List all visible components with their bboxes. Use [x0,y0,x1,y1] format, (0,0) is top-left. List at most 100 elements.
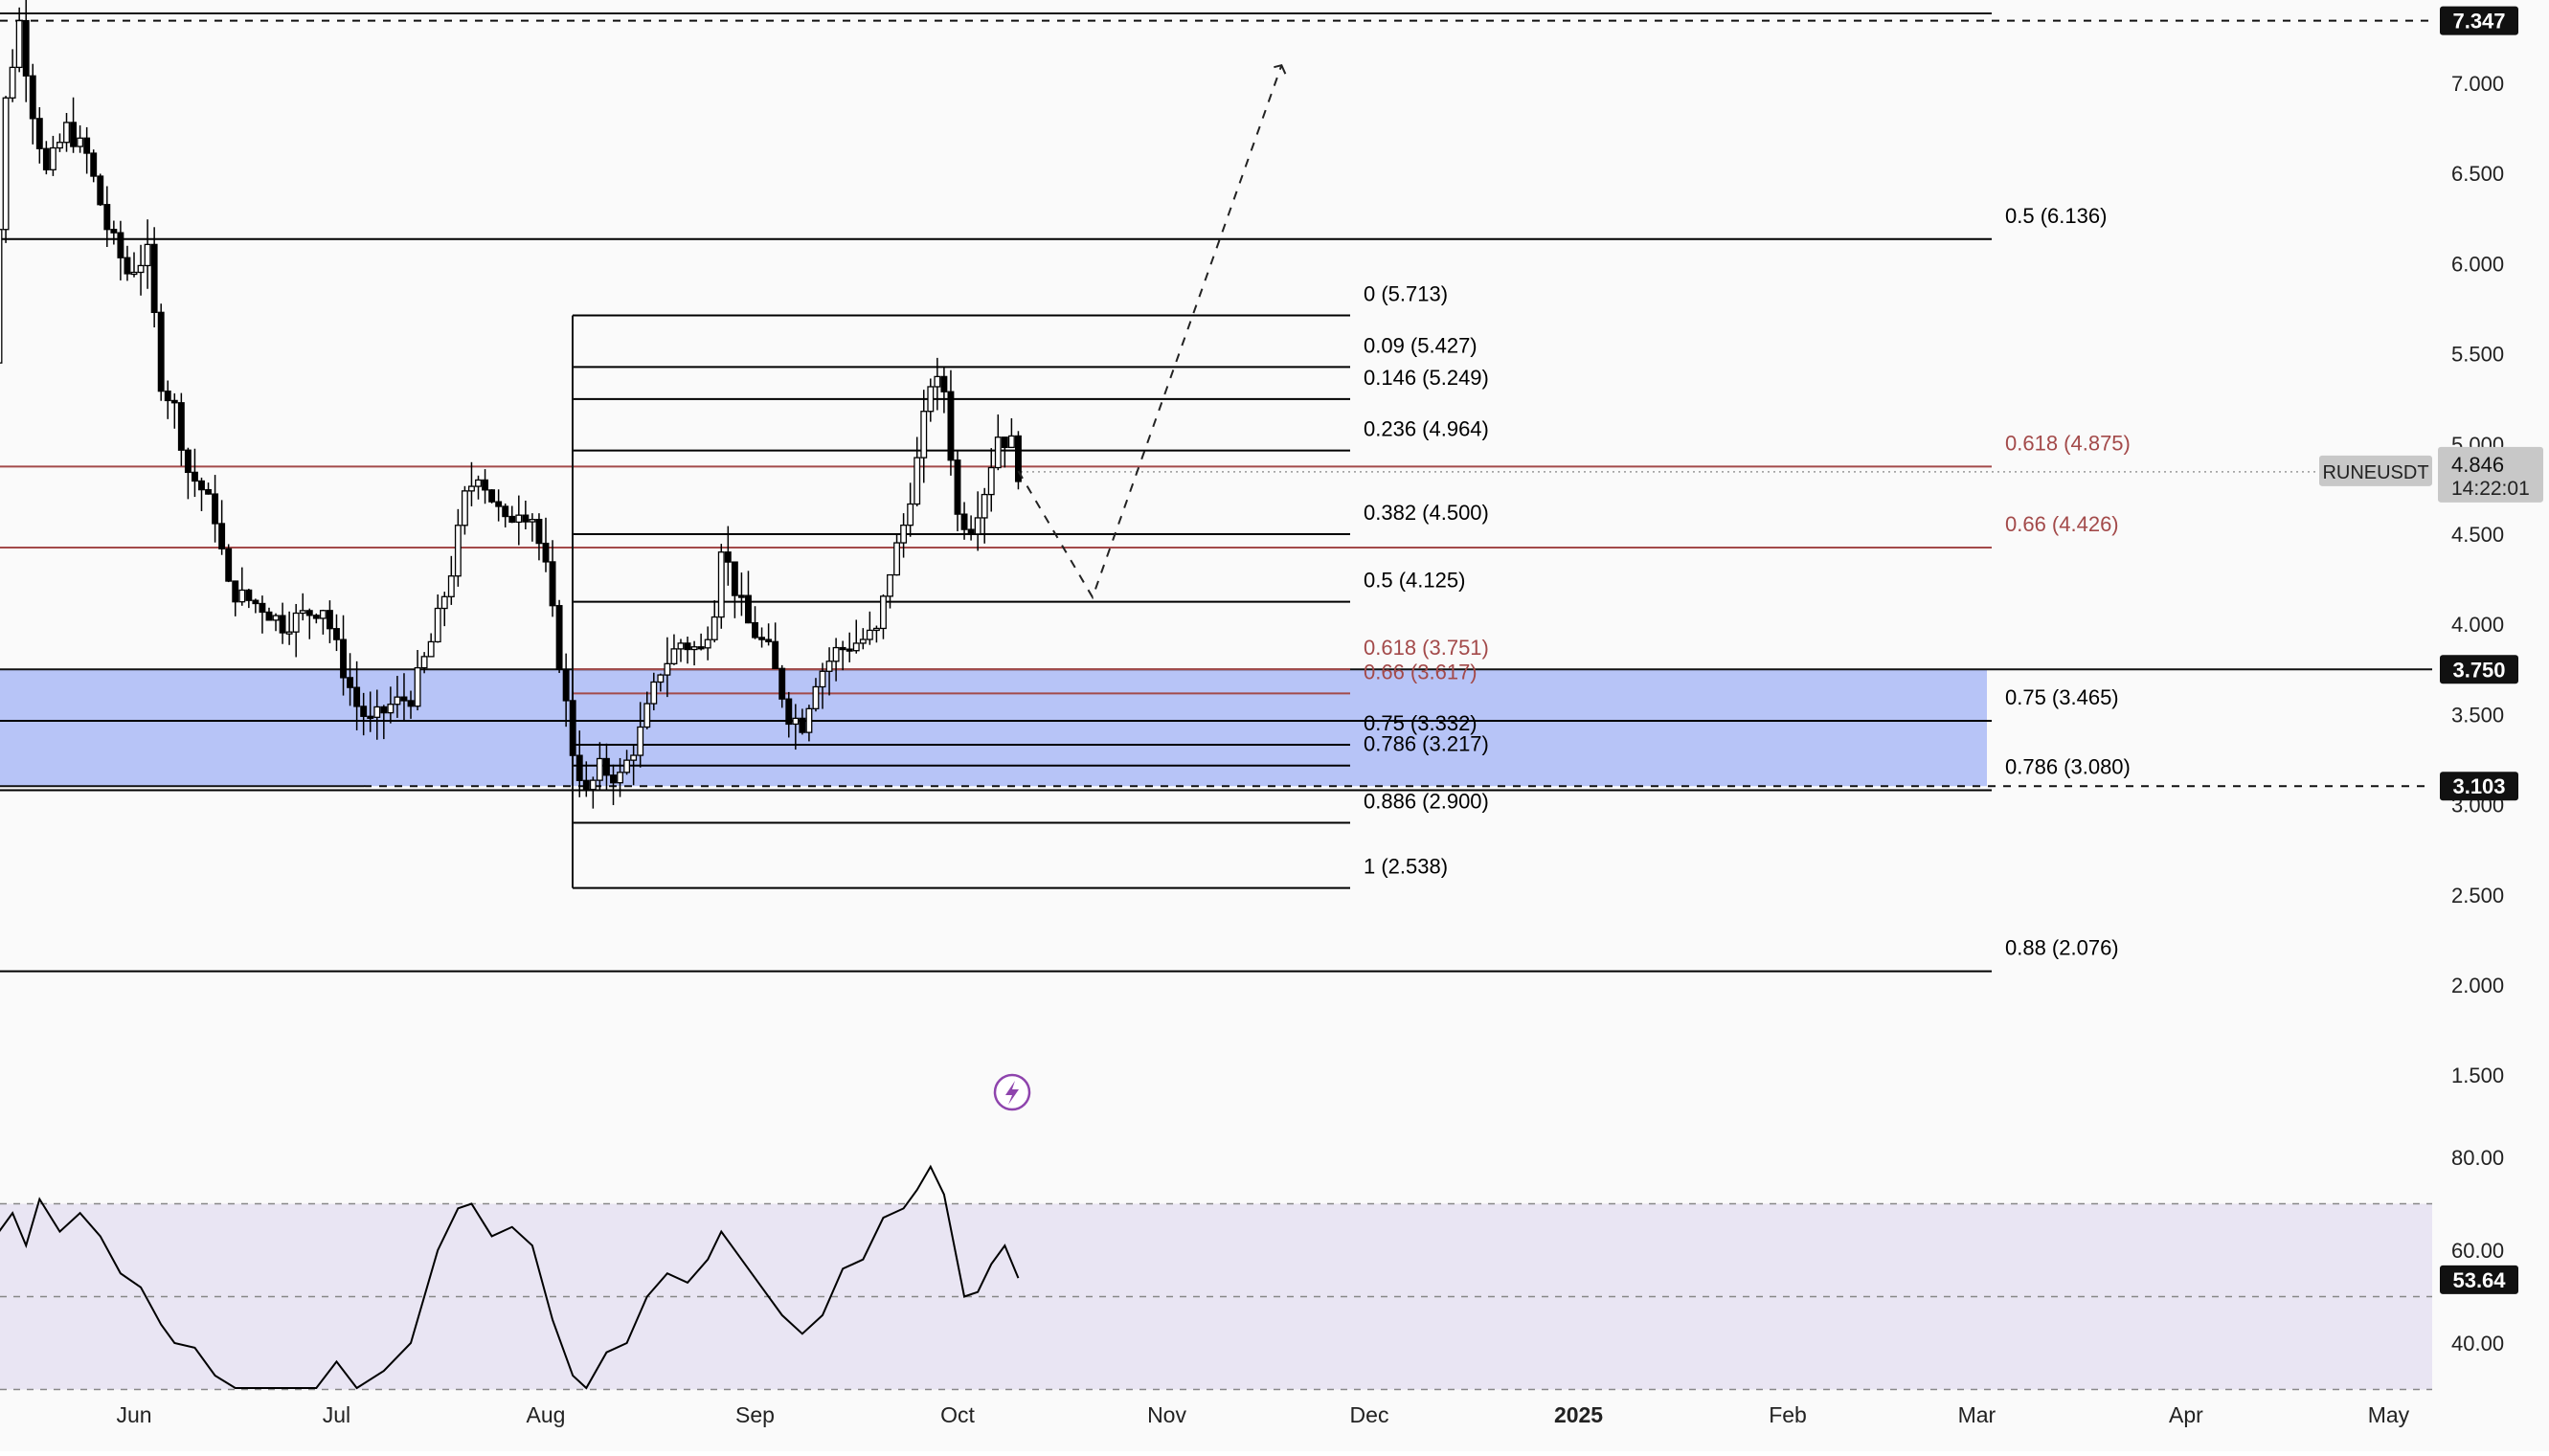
candle[interactable] [440,595,448,610]
candle[interactable] [164,390,171,402]
candle[interactable] [582,779,590,791]
candle[interactable] [285,631,293,635]
candle[interactable] [617,772,623,784]
candle[interactable] [35,118,43,149]
candle[interactable] [555,605,563,670]
candle[interactable] [265,611,273,621]
candle[interactable] [529,519,536,523]
candle[interactable] [170,399,178,404]
candle[interactable] [495,501,503,507]
candle[interactable] [340,638,347,679]
candle[interactable] [772,640,779,669]
candle[interactable] [900,524,908,544]
candle[interactable] [110,229,118,234]
rsi-line[interactable] [0,1164,1020,1390]
candle[interactable] [859,638,867,644]
candle[interactable] [272,615,280,621]
candle[interactable] [1007,435,1015,449]
candle[interactable] [562,668,570,702]
candle[interactable] [602,757,610,776]
candle[interactable] [468,485,475,492]
candle[interactable] [502,505,509,518]
candle[interactable] [245,589,253,601]
candle[interactable] [893,542,901,576]
candle[interactable] [812,685,820,709]
candle[interactable] [954,459,961,515]
candle[interactable] [994,437,1002,469]
candle[interactable] [677,642,685,650]
candle[interactable] [731,561,738,596]
candle[interactable] [839,646,846,651]
candle[interactable] [144,243,151,267]
candle[interactable] [799,717,806,733]
candle[interactable] [191,471,198,482]
candle[interactable] [394,696,401,706]
candle[interactable] [420,656,428,669]
candle[interactable] [690,646,698,651]
candle[interactable] [508,515,516,524]
candle[interactable] [312,615,320,619]
candle[interactable] [400,696,408,702]
candle[interactable] [70,122,78,147]
candle[interactable] [454,525,462,577]
candle[interactable] [664,662,671,676]
candle[interactable] [880,595,887,630]
candle[interactable] [90,152,98,177]
candle[interactable] [124,257,131,275]
candle[interactable] [177,402,185,451]
candle[interactable] [319,610,327,619]
candle[interactable] [549,561,556,607]
candle[interactable] [637,726,644,756]
candle[interactable] [967,528,975,535]
candle[interactable] [137,264,145,274]
candle[interactable] [758,637,766,640]
candle[interactable] [414,666,421,707]
candle[interactable] [475,479,482,487]
candle[interactable] [515,514,523,524]
candle[interactable] [575,754,583,781]
candle[interactable] [461,490,468,526]
candle[interactable] [279,615,286,634]
candle[interactable] [387,704,395,714]
candle[interactable] [130,271,138,276]
candle[interactable] [97,175,104,206]
candle[interactable] [367,715,374,719]
candle[interactable] [974,517,981,535]
candle[interactable] [610,774,617,784]
candle[interactable] [805,707,813,733]
candle[interactable] [670,648,678,664]
candle[interactable] [920,411,928,459]
candle[interactable] [407,700,415,707]
candle[interactable] [232,580,239,603]
candle[interactable] [907,503,914,526]
lightning-icon[interactable] [993,1073,1031,1111]
candle[interactable] [205,488,212,495]
candle[interactable] [238,589,246,603]
candle[interactable] [960,513,968,530]
candle[interactable] [785,698,793,726]
candle[interactable] [15,19,23,69]
candle[interactable] [737,594,745,598]
candle[interactable] [49,146,56,170]
candle[interactable] [630,754,638,761]
candle[interactable] [522,514,530,523]
candle[interactable] [623,759,631,773]
candle[interactable] [927,386,935,413]
candle[interactable] [866,629,873,640]
candle[interactable] [63,122,70,144]
candle[interactable] [347,677,354,688]
candle[interactable] [22,19,30,77]
candle[interactable] [711,616,718,640]
candle[interactable] [218,523,226,549]
candle[interactable] [198,480,205,491]
projection-path[interactable] [1017,64,1283,600]
candle[interactable] [184,449,192,474]
candle[interactable] [225,548,233,582]
candle[interactable] [56,142,63,149]
candle[interactable] [212,493,219,525]
candle[interactable] [934,375,941,388]
candle[interactable] [819,670,826,688]
candle[interactable] [657,674,665,683]
candle[interactable] [299,610,306,615]
candle[interactable] [353,686,361,707]
